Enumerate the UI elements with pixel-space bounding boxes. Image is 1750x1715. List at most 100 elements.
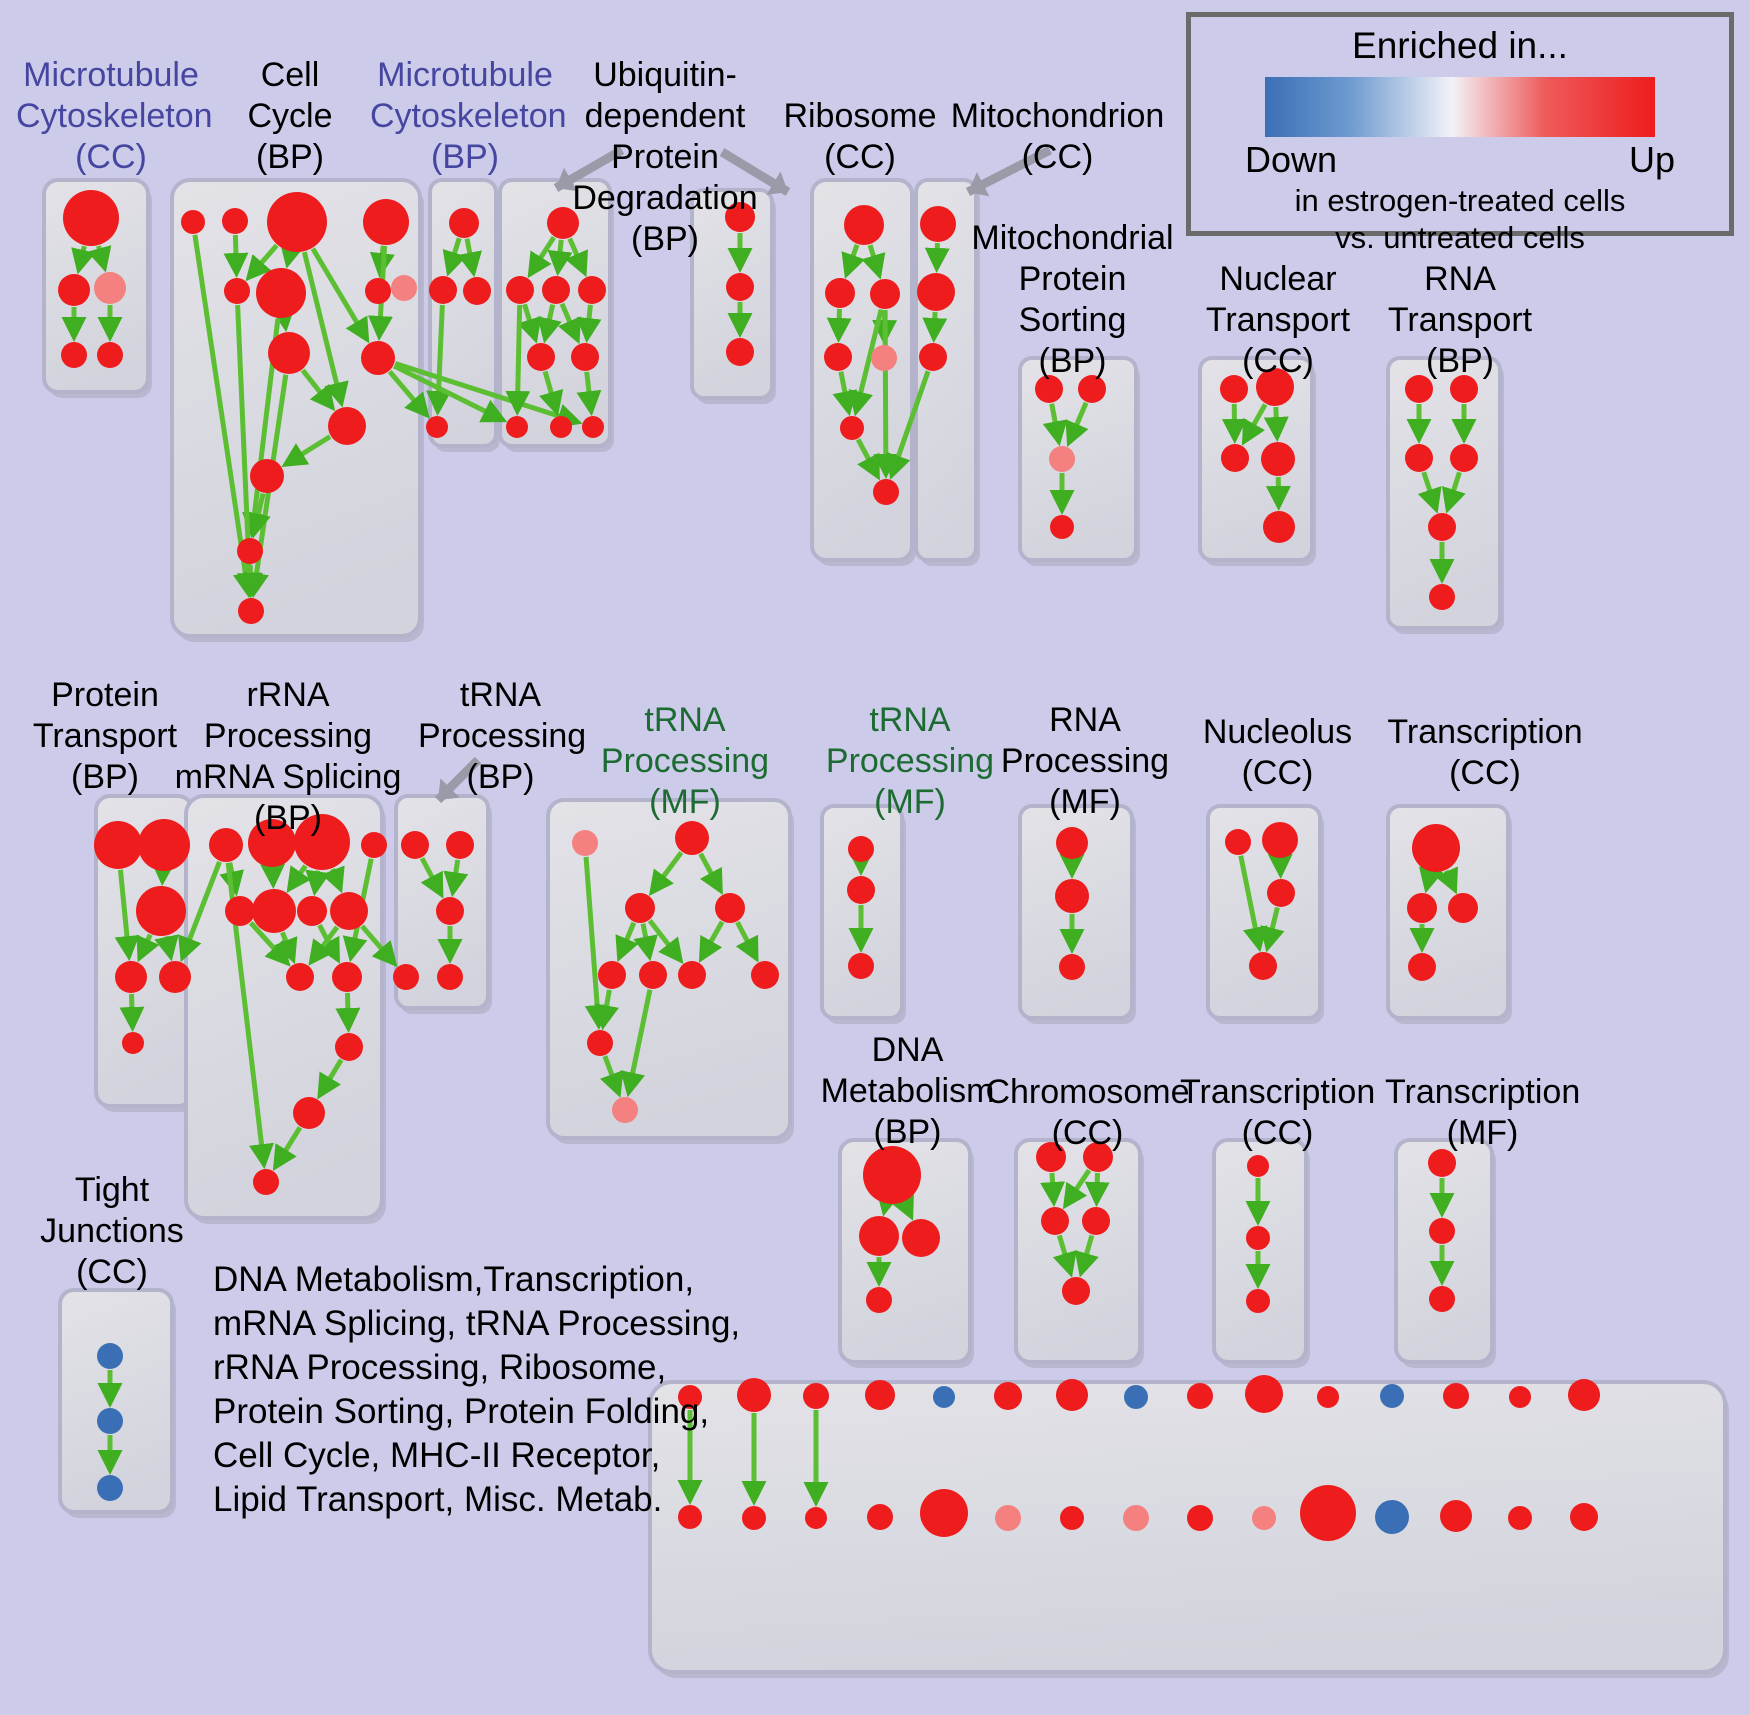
network-node[interactable] <box>1300 1485 1356 1541</box>
network-node[interactable] <box>1056 827 1088 859</box>
network-node[interactable] <box>1078 375 1106 403</box>
network-node[interactable] <box>1405 444 1433 472</box>
network-node[interactable] <box>1252 1506 1276 1530</box>
network-node[interactable] <box>1450 444 1478 472</box>
network-node[interactable] <box>625 893 655 923</box>
network-node[interactable] <box>363 199 409 245</box>
network-node[interactable] <box>294 814 350 870</box>
network-node[interactable] <box>286 963 314 991</box>
network-node[interactable] <box>1508 1506 1532 1530</box>
network-node[interactable] <box>1267 879 1295 907</box>
network-node[interactable] <box>1049 446 1075 472</box>
network-node[interactable] <box>97 342 123 368</box>
network-node[interactable] <box>97 1408 123 1434</box>
network-node[interactable] <box>1412 824 1460 872</box>
network-node[interactable] <box>138 819 190 871</box>
network-node[interactable] <box>256 268 306 318</box>
network-node[interactable] <box>871 345 897 371</box>
network-node[interactable] <box>449 208 479 238</box>
network-node[interactable] <box>1059 954 1085 980</box>
network-node[interactable] <box>1408 953 1436 981</box>
network-node[interactable] <box>1262 822 1298 858</box>
network-node[interactable] <box>582 416 604 438</box>
network-node[interactable] <box>222 208 248 234</box>
network-node[interactable] <box>1220 375 1248 403</box>
network-node[interactable] <box>1450 375 1478 403</box>
network-node[interactable] <box>1317 1386 1339 1408</box>
network-node[interactable] <box>361 341 395 375</box>
network-node[interactable] <box>97 1475 123 1501</box>
network-node[interactable] <box>1249 952 1277 980</box>
network-node[interactable] <box>675 821 709 855</box>
network-node[interactable] <box>587 1030 613 1056</box>
network-node[interactable] <box>919 343 947 371</box>
network-node[interactable] <box>844 205 884 245</box>
network-node[interactable] <box>751 961 779 989</box>
network-node[interactable] <box>1247 1155 1269 1177</box>
network-node[interactable] <box>803 1383 829 1409</box>
network-node[interactable] <box>1407 893 1437 923</box>
network-node[interactable] <box>330 892 368 930</box>
network-node[interactable] <box>506 416 528 438</box>
network-node[interactable] <box>436 897 464 925</box>
network-node[interactable] <box>859 1216 899 1256</box>
network-node[interactable] <box>994 1382 1022 1410</box>
network-node[interactable] <box>1443 1383 1469 1409</box>
network-node[interactable] <box>181 210 205 234</box>
network-node[interactable] <box>250 459 284 493</box>
network-node[interactable] <box>542 276 570 304</box>
network-node[interactable] <box>1187 1505 1213 1531</box>
network-node[interactable] <box>248 819 296 867</box>
network-node[interactable] <box>1187 1383 1213 1409</box>
network-node[interactable] <box>870 279 900 309</box>
network-node[interactable] <box>253 1169 279 1195</box>
network-node[interactable] <box>598 961 626 989</box>
network-node[interactable] <box>678 1385 702 1409</box>
network-node[interactable] <box>678 1505 702 1529</box>
network-node[interactable] <box>1050 515 1074 539</box>
network-node[interactable] <box>547 207 579 239</box>
network-node[interactable] <box>1036 1142 1066 1172</box>
network-node[interactable] <box>1256 368 1294 406</box>
network-node[interactable] <box>328 407 366 445</box>
network-node[interactable] <box>920 1489 968 1537</box>
network-node[interactable] <box>115 961 147 993</box>
network-node[interactable] <box>506 276 534 304</box>
network-node[interactable] <box>1083 1142 1113 1172</box>
network-node[interactable] <box>1428 513 1456 541</box>
network-node[interactable] <box>550 416 572 438</box>
network-node[interactable] <box>332 962 362 992</box>
network-node[interactable] <box>639 961 667 989</box>
network-node[interactable] <box>252 889 296 933</box>
network-node[interactable] <box>933 1386 955 1408</box>
network-node[interactable] <box>1082 1207 1110 1235</box>
network-node[interactable] <box>437 964 463 990</box>
network-node[interactable] <box>94 272 126 304</box>
network-node[interactable] <box>61 342 87 368</box>
network-node[interactable] <box>1221 444 1249 472</box>
network-node[interactable] <box>1055 879 1089 913</box>
network-node[interactable] <box>268 332 310 374</box>
network-node[interactable] <box>1448 893 1478 923</box>
network-node[interactable] <box>297 896 327 926</box>
network-node[interactable] <box>463 277 491 305</box>
network-node[interactable] <box>225 896 255 926</box>
network-node[interactable] <box>902 1219 940 1257</box>
network-node[interactable] <box>1245 1375 1283 1413</box>
network-node[interactable] <box>1440 1500 1472 1532</box>
network-node[interactable] <box>335 1033 363 1061</box>
network-node[interactable] <box>365 278 391 304</box>
network-node[interactable] <box>865 1380 895 1410</box>
network-node[interactable] <box>571 343 599 371</box>
network-node[interactable] <box>1246 1226 1270 1250</box>
network-node[interactable] <box>824 343 852 371</box>
network-node[interactable] <box>1568 1379 1600 1411</box>
network-node[interactable] <box>742 1506 766 1530</box>
network-node[interactable] <box>726 273 754 301</box>
network-node[interactable] <box>848 953 874 979</box>
network-node[interactable] <box>1261 442 1295 476</box>
network-node[interactable] <box>572 830 598 856</box>
network-node[interactable] <box>209 828 243 862</box>
network-node[interactable] <box>1380 1384 1404 1408</box>
network-node[interactable] <box>1375 1500 1409 1534</box>
